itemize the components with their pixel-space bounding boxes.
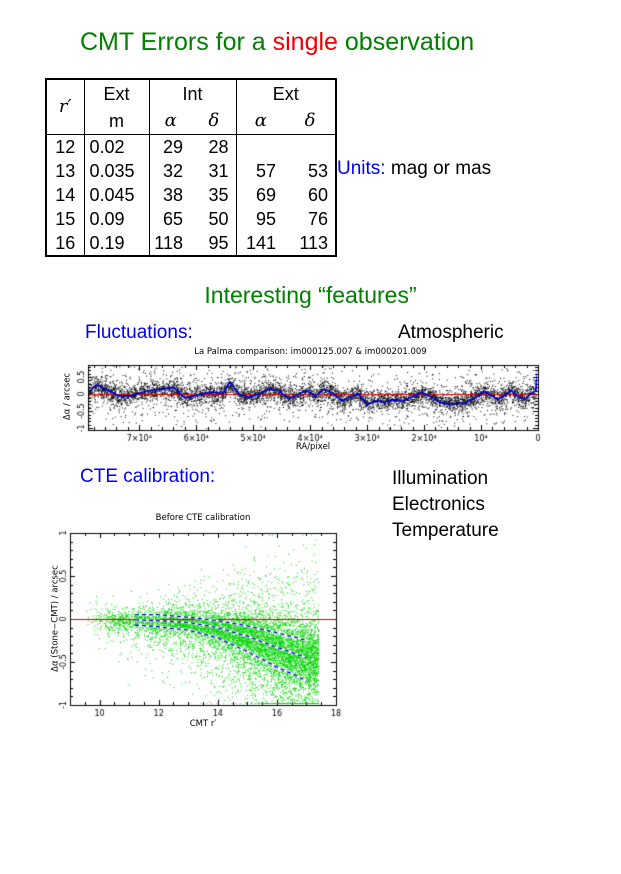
- title-part-1: CMT Errors for a: [80, 28, 273, 56]
- cte-cause-temperature: Temperature: [392, 520, 499, 541]
- title-accent: single: [272, 28, 338, 56]
- table-cell: 13: [55, 160, 76, 181]
- error-table: r′ Ext Int Ext m α δ α δ 12 0.02 29 28 1…: [45, 78, 338, 257]
- chart1-ylabel: Δα / arcsec: [62, 372, 73, 421]
- title-part-3: observation: [337, 28, 475, 56]
- table-cell: 28: [208, 136, 229, 157]
- table-cell: 69: [235, 183, 286, 207]
- table-header-int: Int: [148, 79, 237, 108]
- atmospheric-label: Atmospheric: [398, 322, 504, 343]
- table-header-r: r′: [46, 79, 84, 135]
- table-cell: 31: [208, 160, 229, 181]
- cte-chart: [44, 524, 354, 720]
- table-row: 12 0.02 29 28: [46, 134, 336, 160]
- table-row: 16 0.19 118 95 141 113: [46, 231, 336, 256]
- table-cell: 16: [55, 232, 76, 253]
- table-header-ext2: Ext: [235, 79, 337, 108]
- table-cell: 15: [55, 208, 76, 229]
- table-cell: 35: [208, 184, 229, 205]
- cte-cause-electronics: Electronics: [392, 494, 485, 515]
- features-heading: Interesting “features”: [204, 282, 417, 308]
- table-cell: [235, 134, 286, 159]
- table-cell: 50: [208, 208, 229, 229]
- units-note: Units: mag or mas: [337, 158, 491, 180]
- table-row: 13 0.035 32 31 57 53: [46, 159, 336, 183]
- table-cell: 113: [299, 232, 329, 253]
- table-cell: 141: [235, 231, 286, 256]
- table-cell: 0.09: [83, 207, 149, 231]
- table-cell: 118: [148, 231, 192, 256]
- table-cell: 76: [308, 208, 329, 229]
- table-cell: 0.19: [83, 231, 149, 256]
- table-header-m: m: [83, 108, 149, 135]
- fluctuations-label: Fluctuations:: [85, 322, 193, 343]
- units-text: mag or mas: [385, 158, 492, 179]
- table-header-alpha-int: α: [148, 108, 192, 135]
- page-title: CMT Errors for a single observation: [80, 28, 474, 57]
- cte-cause-illumination: Illumination: [392, 468, 489, 489]
- table-row: 14 0.045 38 35 69 60: [46, 183, 336, 207]
- table-cell: 14: [55, 184, 76, 205]
- table-cell: 0.035: [83, 159, 149, 183]
- table-header-alpha-ext: α: [235, 108, 286, 135]
- chart1-xlabel: RA/pixel: [295, 442, 331, 452]
- table-cell: 95: [208, 232, 229, 253]
- units-label: Units:: [337, 158, 386, 179]
- table-cell: 53: [308, 160, 329, 181]
- table-cell: [285, 135, 336, 160]
- table-cell: 57: [235, 159, 286, 183]
- chart2-xlabel: CMT r′: [189, 719, 217, 729]
- chart2-title: Before CTE calibration: [155, 513, 251, 523]
- cte-calibration-label: CTE calibration:: [80, 466, 216, 487]
- la-palma-chart: [58, 358, 558, 446]
- table-row: 15 0.09 65 50 95 76: [46, 207, 336, 231]
- table-cell: 0.02: [83, 134, 149, 159]
- table-cell: 65: [148, 207, 192, 231]
- table-cell: 60: [308, 184, 329, 205]
- table-header-ext: Ext: [83, 79, 149, 108]
- table-cell: 38: [148, 183, 192, 207]
- table-header-delta-int: δ: [192, 108, 237, 135]
- table-cell: 12: [55, 136, 76, 157]
- cte-causes-list: Illumination Electronics Temperature: [392, 466, 499, 544]
- table-cell: 95: [235, 207, 286, 231]
- table-cell: 32: [148, 159, 192, 183]
- chart2-ylabel: Δα (Stone−CMT) / arcsec: [50, 565, 61, 672]
- table-cell: 0.045: [83, 183, 149, 207]
- chart1-title: La Palma comparison: im000125.007 & im00…: [194, 347, 427, 357]
- table-header-delta-ext: δ: [285, 108, 337, 135]
- table-cell: 29: [148, 134, 192, 159]
